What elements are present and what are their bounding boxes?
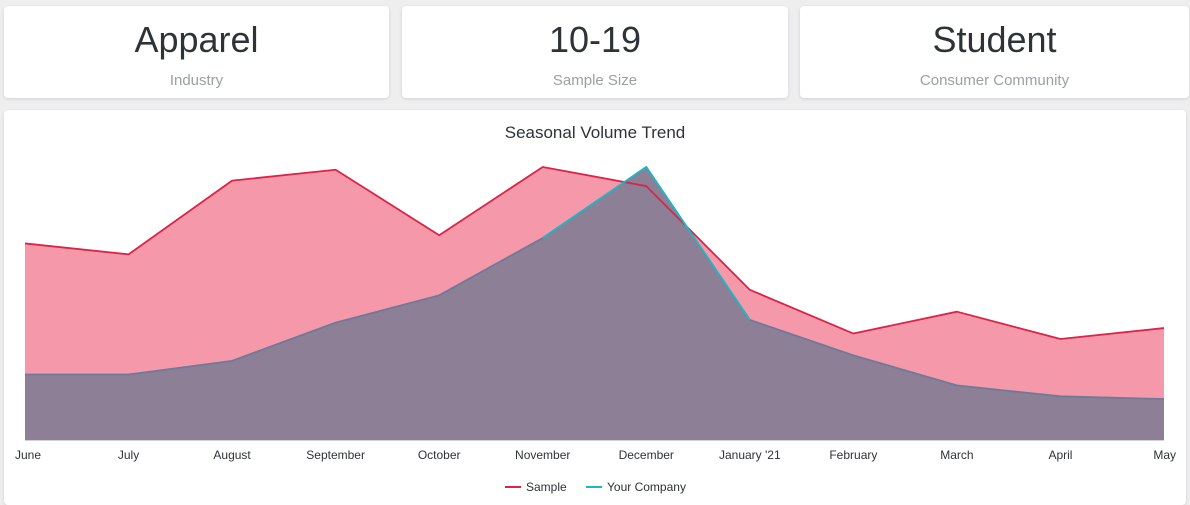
consumer-community-label: Consumer Community bbox=[919, 72, 1070, 89]
x-tick-label: January '21 bbox=[719, 448, 781, 462]
sample-size-card: 10-19 Sample Size bbox=[402, 6, 788, 98]
line-sample bbox=[24, 166, 1165, 340]
consumer-community-value: Student bbox=[932, 19, 1057, 60]
legend-label-your-company: Your Company bbox=[607, 480, 686, 494]
area-your-company bbox=[25, 167, 1164, 440]
industry-card: Apparel Industry bbox=[4, 6, 389, 98]
x-tick-label: October bbox=[418, 448, 461, 462]
x-tick-label: March bbox=[940, 448, 973, 462]
x-tick-label: August bbox=[213, 448, 251, 462]
x-tick-label: September bbox=[306, 448, 365, 462]
consumer-community-card: Student Consumer Community bbox=[800, 6, 1189, 98]
x-tick-label: November bbox=[515, 448, 570, 462]
x-tick-label: June bbox=[15, 448, 41, 462]
line-your-company-peak bbox=[542, 166, 751, 321]
industry-value: Apparel bbox=[134, 19, 259, 60]
x-tick-label: February bbox=[829, 448, 877, 462]
x-tick-label: May bbox=[1153, 448, 1176, 462]
chart-title: Seasonal Volume Trend bbox=[504, 123, 686, 142]
legend-label-sample: Sample bbox=[526, 480, 567, 494]
industry-label: Industry bbox=[169, 72, 224, 89]
x-tick-label: July bbox=[118, 448, 139, 462]
summary-cards: Apparel Industry 10-19 Sample Size Stude… bbox=[4, 6, 1189, 98]
x-tick-label: December bbox=[619, 448, 674, 462]
sample-size-label: Sample Size bbox=[552, 72, 638, 89]
sample-size-value: 10-19 bbox=[548, 19, 642, 60]
x-tick-label: April bbox=[1048, 448, 1072, 462]
